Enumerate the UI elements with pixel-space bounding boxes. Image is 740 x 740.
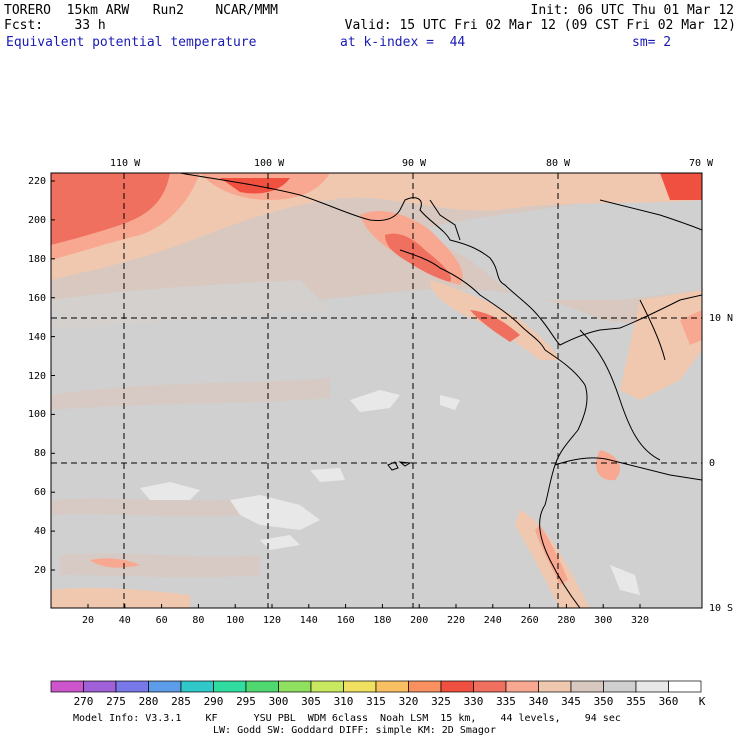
smoothing-info: sm= 2	[632, 35, 672, 50]
colorbar-swatch	[50, 680, 84, 693]
valid-time: Valid: 15 UTC Fri 02 Mar 12 (09 CST Fri …	[344, 18, 736, 33]
colorbar-unit: K	[698, 695, 706, 708]
colorbar-label: 320	[398, 695, 419, 708]
colorbar-label: 315	[366, 695, 386, 708]
x-tick-label: 140	[299, 615, 318, 626]
colorbar	[50, 680, 702, 693]
lon-label-100w: 100 W	[254, 158, 285, 169]
colorbar-swatch	[440, 680, 474, 693]
x-tick-label: 180	[373, 615, 392, 626]
colorbar-swatch	[245, 680, 279, 693]
colorbar-label: 270	[73, 695, 94, 708]
colorbar-label: 310	[333, 695, 354, 708]
colorbar-label: 290	[203, 695, 224, 708]
y-tick-label: 40	[33, 526, 46, 538]
lat-label-10s: 10 S	[709, 603, 734, 614]
colorbar-swatch	[213, 680, 247, 693]
colorbar-label: 280	[138, 695, 159, 708]
y-tick-label: 220	[27, 176, 46, 187]
colorbar-swatch	[538, 680, 572, 693]
x-tick-label: 280	[557, 615, 576, 626]
x-tick-label: 260	[520, 615, 539, 626]
x-tick-label: 320	[630, 615, 650, 626]
lon-label-80w: 80 W	[546, 158, 571, 169]
colorbar-label: 305	[301, 695, 321, 708]
colorbar-swatch	[635, 680, 669, 693]
colorbar-swatch	[505, 680, 539, 693]
x-tick-label: 240	[483, 615, 502, 626]
y-tick-label: 60	[33, 487, 46, 499]
lat-label-0: 0	[709, 458, 716, 469]
y-tick-label: 100	[27, 409, 46, 421]
model-info: Model Info: V3.3.1 KF YSU PBL WDM 6class…	[73, 713, 621, 724]
colorbar-label: 335	[496, 695, 516, 708]
lon-label-70w: 70 W	[689, 158, 714, 169]
y-tick-label: 120	[27, 370, 46, 382]
temperature-field	[51, 173, 702, 608]
colorbar-label: 345	[561, 695, 581, 708]
x-tick-label: 20	[81, 615, 95, 626]
colorbar-label: 295	[236, 695, 256, 708]
x-tick-label: 300	[594, 615, 613, 626]
x-tick-label: 100	[226, 615, 245, 626]
colorbar-swatch	[278, 680, 312, 693]
colorbar-label: 360	[658, 695, 679, 708]
lat-label-10n: 10 N	[709, 313, 734, 324]
model-title: TORERO 15km ARW Run2 NCAR/MMM	[4, 3, 278, 18]
colorbar-label: 275	[106, 695, 126, 708]
colorbar-swatch	[668, 680, 702, 693]
level-info: at k-index = 44	[340, 35, 466, 50]
coastlines	[179, 173, 702, 608]
map-frame	[50, 172, 703, 609]
y-tick-label: 200	[27, 214, 46, 226]
physics-info: LW: Godd SW: Goddard DIFF: simple KM: 2D…	[213, 725, 496, 736]
x-tick-label: 40	[118, 615, 131, 626]
y-tick-label: 180	[27, 253, 46, 265]
colorbar-swatch	[115, 680, 149, 693]
init-time: Init: 06 UTC Thu 01 Mar 12	[530, 3, 735, 18]
x-tick-label: 80	[192, 615, 205, 626]
lon-label-110w: 110 W	[110, 158, 141, 169]
colorbar-label: 350	[593, 695, 614, 708]
colorbar-label: 330	[463, 695, 484, 708]
x-tick-label: 120	[262, 615, 282, 626]
x-tick-label: 220	[446, 615, 466, 626]
colorbar-swatch	[570, 680, 604, 693]
colorbar-label: 285	[171, 695, 191, 708]
colorbar-swatch	[180, 680, 214, 693]
colorbar-label: 325	[431, 695, 451, 708]
colorbar-swatch	[148, 680, 182, 693]
x-tick-label: 200	[410, 615, 429, 626]
y-tick-label: 160	[27, 292, 46, 304]
lon-label-90w: 90 W	[402, 158, 427, 169]
field-name: Equivalent potential temperature	[6, 35, 257, 50]
colorbar-label: 300	[268, 695, 289, 708]
colorbar-swatch	[603, 680, 637, 693]
x-tick-label: 60	[155, 615, 168, 626]
y-tick-label: 80	[33, 448, 46, 460]
colorbar-swatch	[343, 680, 377, 693]
colorbar-swatch	[83, 680, 117, 693]
y-tick-label: 140	[27, 331, 46, 343]
colorbar-label: 355	[626, 695, 646, 708]
colorbar-swatch	[375, 680, 409, 693]
colorbar-swatch	[408, 680, 442, 693]
x-tick-label: 160	[336, 615, 355, 626]
y-tick-label: 20	[33, 565, 46, 576]
colorbar-label: 340	[528, 695, 549, 708]
forecast-hour: Fcst: 33 h	[4, 18, 106, 33]
colorbar-swatch	[473, 680, 507, 693]
colorbar-swatch	[310, 680, 344, 693]
graticule	[51, 173, 702, 608]
